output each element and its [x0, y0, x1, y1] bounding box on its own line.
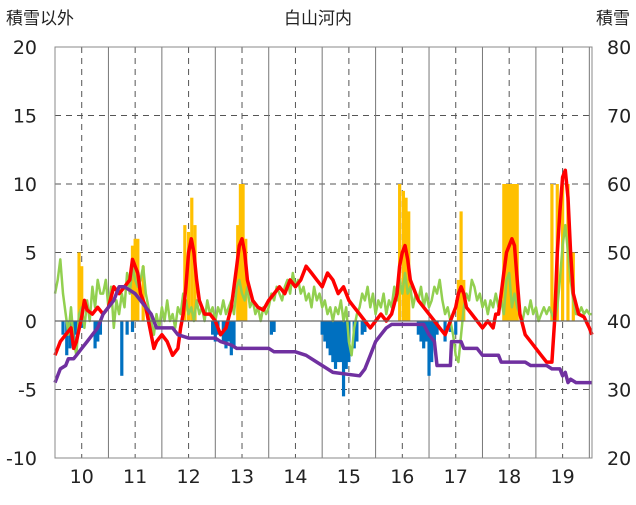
- blue-bar: [435, 321, 439, 335]
- orange-bar: [77, 252, 81, 321]
- y-tick-label: -10: [6, 448, 37, 470]
- grid: [55, 47, 592, 458]
- blue-bar: [68, 321, 72, 349]
- snow-depth-line: [53, 285, 592, 385]
- plot-frame: [54, 46, 593, 459]
- blue-bar: [120, 321, 124, 376]
- blue-bar: [211, 321, 215, 335]
- orange-bar: [236, 225, 240, 321]
- y-tick-label: 10: [13, 174, 37, 196]
- blue-bar: [344, 321, 348, 369]
- y2-tick-label: 60: [607, 174, 631, 196]
- y2-tick-label: 40: [607, 311, 631, 333]
- blue-bar: [65, 321, 69, 356]
- green-line: [53, 223, 592, 364]
- blue-bar: [355, 321, 359, 342]
- y-axis-label: 積雪以外: [6, 9, 74, 29]
- blue-bar: [363, 321, 367, 332]
- blue-bar: [419, 321, 423, 342]
- orange-bar: [186, 231, 191, 321]
- blue-bar: [232, 321, 236, 349]
- y-tick-label: 20: [13, 37, 37, 59]
- line-series: [53, 168, 594, 385]
- y2-axis-label: 積雪: [596, 9, 630, 29]
- orange-bar: [141, 266, 145, 321]
- x-tick-label: 19: [551, 466, 575, 488]
- blue-bar: [130, 321, 135, 332]
- blue-bar: [360, 321, 364, 335]
- blue-bar: [272, 321, 276, 332]
- blue-bar: [229, 321, 233, 356]
- orange-bar: [459, 211, 463, 321]
- blue-bar: [341, 321, 346, 397]
- y2-tick-label: 30: [607, 380, 631, 402]
- blue-bar: [432, 321, 436, 342]
- x-tick-label: 13: [230, 466, 254, 488]
- y-tick-label: 5: [25, 243, 37, 265]
- blue-bar: [325, 321, 330, 349]
- blue-bar: [320, 321, 324, 335]
- y2-tick-label: 50: [607, 243, 631, 265]
- blue-bar: [227, 321, 231, 342]
- orange-bar: [238, 184, 243, 321]
- orange-bar: [130, 245, 135, 321]
- blue-bar: [422, 321, 426, 349]
- blue-bar: [339, 321, 343, 363]
- orange-bar: [398, 184, 402, 321]
- orange-bar: [515, 184, 519, 321]
- blue-bar: [454, 321, 458, 335]
- blue-bar: [333, 321, 338, 369]
- x-tick-label: 17: [444, 466, 468, 488]
- orange-bar: [510, 184, 514, 321]
- blue-bar: [269, 321, 274, 335]
- blue-bar: [336, 321, 340, 363]
- orange-bar: [550, 184, 554, 321]
- y-tick-label: 0: [25, 311, 37, 333]
- y2-tick-label: 20: [607, 448, 631, 470]
- blue-bar-series: [61, 321, 458, 397]
- x-tick-label: 12: [176, 466, 200, 488]
- blue-bar: [323, 321, 327, 342]
- x-tick-label: 11: [123, 466, 147, 488]
- chart-title: 白山河内: [284, 9, 352, 29]
- orange-bar: [190, 197, 194, 321]
- x-tick-label: 18: [497, 466, 521, 488]
- blue-bar: [74, 321, 78, 335]
- y-tick-label: 15: [13, 106, 37, 128]
- blue-bar: [98, 321, 103, 335]
- x-tick-label: 15: [337, 466, 361, 488]
- blue-bar: [416, 321, 420, 335]
- y2-tick-label: 70: [607, 106, 631, 128]
- blue-bar: [331, 321, 335, 363]
- blue-bar: [427, 321, 431, 376]
- orange-bar: [80, 266, 84, 321]
- blue-bar: [430, 321, 434, 363]
- orange-bar: [502, 184, 506, 321]
- blue-bar: [96, 321, 100, 342]
- x-tick-label: 16: [390, 466, 414, 488]
- blue-bar: [93, 321, 97, 349]
- blue-bar: [224, 321, 228, 349]
- y2-tick-label: 80: [607, 37, 631, 59]
- x-tick-label: 14: [283, 466, 307, 488]
- y-tick-label: -5: [18, 380, 37, 402]
- orange-bar: [507, 184, 511, 321]
- blue-bar: [61, 321, 65, 335]
- x-tick-label: 10: [70, 466, 94, 488]
- blue-bar: [213, 321, 217, 342]
- blue-bar: [125, 321, 129, 335]
- orange-bar: [183, 225, 187, 321]
- blue-bar: [328, 321, 332, 356]
